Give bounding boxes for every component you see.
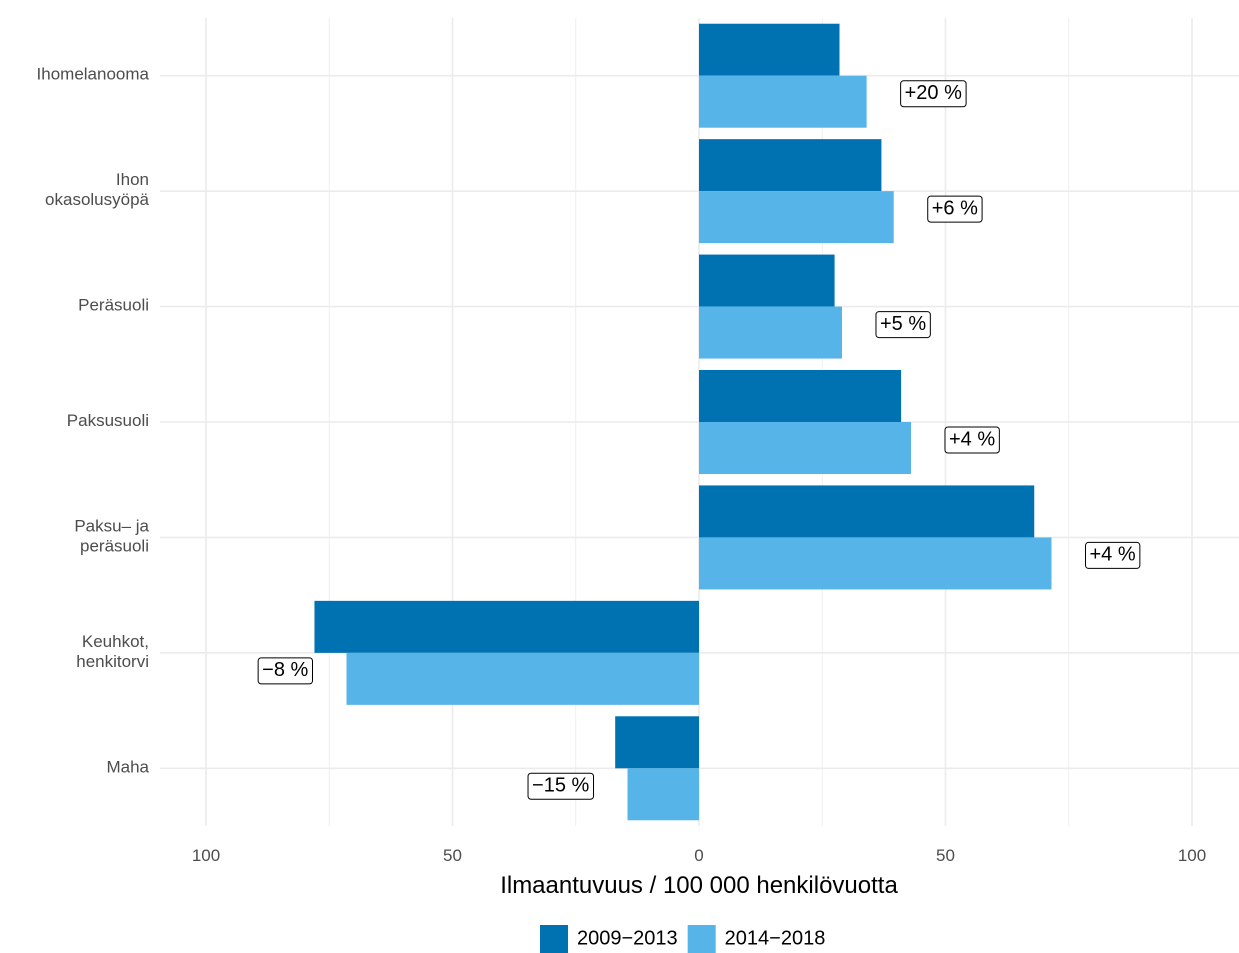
x-tick-label: 0 bbox=[694, 846, 703, 865]
change-label: +20 % bbox=[900, 80, 967, 108]
change-label-box bbox=[900, 80, 967, 108]
bar-series-2 bbox=[699, 422, 911, 474]
change-label-text: +20 % bbox=[905, 82, 962, 104]
legend-swatch bbox=[687, 925, 716, 953]
legend-label: 2009−2013 bbox=[577, 927, 678, 949]
bar-series-2 bbox=[699, 537, 1052, 590]
change-label-box bbox=[257, 657, 314, 685]
bar-series-2 bbox=[627, 768, 699, 821]
x-axis-label: Ilmaantuvuus / 100 000 henkilövuotta bbox=[500, 872, 898, 899]
x-tick-labels: 100 50 0 50 100 bbox=[192, 846, 1206, 865]
change-label-text: +6 % bbox=[932, 197, 978, 219]
category-label: Peräsuoli bbox=[78, 296, 149, 315]
change-label-box bbox=[875, 311, 931, 339]
change-label-box bbox=[527, 772, 595, 800]
change-label: −8 % bbox=[257, 657, 314, 685]
bar-series-1 bbox=[699, 370, 902, 422]
bar-series-1 bbox=[699, 485, 1035, 538]
bar-series-2 bbox=[346, 652, 699, 705]
change-label-text: −15 % bbox=[532, 775, 589, 797]
bar-series-1 bbox=[314, 600, 699, 653]
x-tick-label: 50 bbox=[936, 846, 955, 865]
bar-series-2 bbox=[699, 75, 867, 128]
category-label: Keuhkot, henkitorvi bbox=[76, 632, 149, 671]
category-label: Paksu– ja peräsuoli bbox=[74, 517, 149, 556]
category-label: Ihon okasolusyöpä bbox=[45, 171, 150, 210]
bars bbox=[314, 23, 1052, 821]
x-tick-label: 100 bbox=[1178, 846, 1206, 865]
legend: 2009−2013 2014−2018 bbox=[540, 925, 825, 953]
change-label: +5 % bbox=[875, 311, 931, 339]
bar-series-1 bbox=[699, 254, 835, 307]
bar-series-1 bbox=[699, 139, 882, 192]
category-label: Paksusuoli bbox=[67, 411, 149, 430]
legend-label: 2014−2018 bbox=[725, 927, 826, 949]
bar-series-1 bbox=[615, 716, 699, 769]
change-label-box bbox=[1084, 541, 1141, 569]
change-label-text: +5 % bbox=[880, 313, 926, 335]
x-tick-label: 100 bbox=[192, 846, 220, 865]
change-label-text: +4 % bbox=[1089, 544, 1135, 566]
bar-series-2 bbox=[699, 191, 894, 244]
change-label-text: +4 % bbox=[949, 428, 995, 450]
change-label: +4 % bbox=[1084, 541, 1141, 569]
change-label: +6 % bbox=[927, 195, 983, 223]
change-label: +4 % bbox=[944, 426, 1000, 454]
bar-series-2 bbox=[699, 306, 842, 359]
category-label: Ihomelanooma bbox=[37, 65, 150, 84]
bar-series-1 bbox=[699, 23, 840, 76]
change-label-text: −8 % bbox=[262, 659, 308, 681]
change-label-box bbox=[927, 195, 983, 223]
legend-swatch bbox=[540, 925, 568, 953]
category-label: Maha bbox=[106, 758, 149, 777]
change-label: −15 % bbox=[527, 772, 595, 800]
x-tick-label: 50 bbox=[443, 846, 462, 865]
change-label-box bbox=[944, 426, 1000, 454]
category-labels: Ihomelanooma Ihon okasolusyöpä Peräsuoli Pak… bbox=[37, 65, 150, 777]
change-labels: +20 % +6 % +5 % +4 % +4 % −8 % −15 % bbox=[257, 80, 1141, 800]
